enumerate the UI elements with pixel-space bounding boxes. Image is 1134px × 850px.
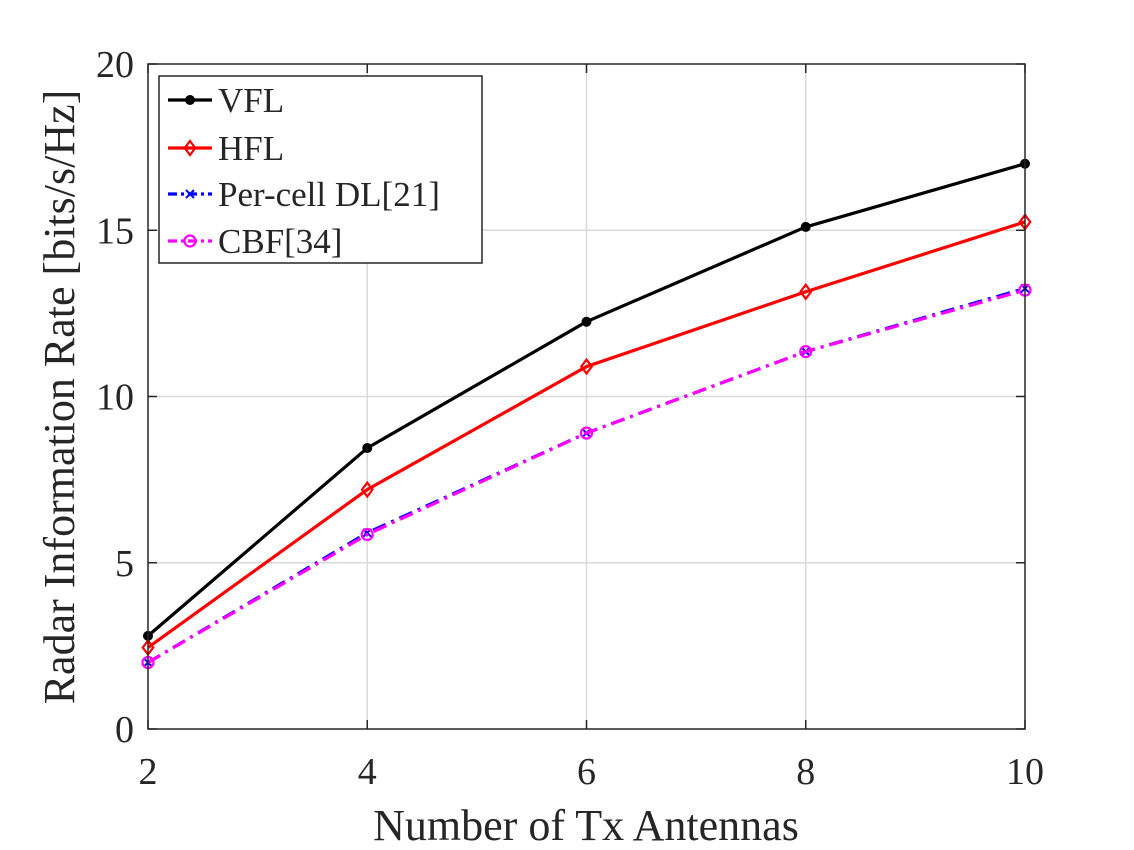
data-point-cbf-34 [579,426,594,440]
legend-entry-cbf-34: CBF[34] [168,222,342,261]
x-tick-label: 6 [577,751,596,793]
legend-entry-hfl: HFL [168,129,284,168]
y-tick-label: 5 [115,543,134,585]
series-vfl [143,158,1030,641]
legend-entry-per-cell-dl-21: Per-cell DL[21] [168,175,440,214]
data-point-vfl [362,443,373,454]
x-axis-label: Number of Tx Antennas [373,801,799,850]
series-line-cbf-34 [147,288,1026,664]
legend-entry-vfl: VFL [168,81,284,120]
legend-label-hfl: HFL [218,129,284,168]
y-tick-label: 15 [96,210,134,252]
data-point-hfl [799,282,813,301]
legend-marker [185,189,195,199]
legend-label-vfl: VFL [218,81,284,120]
y-tick-label: 0 [115,709,134,751]
data-point-vfl [581,316,592,327]
data-point-hfl [360,480,374,499]
axis-ticks: 2 4 6 8 10 0 5 10 15 20 [96,44,1044,793]
data-point-vfl [800,221,811,232]
legend-label-cbf-34: CBF[34] [218,222,342,261]
data-point-hfl [579,357,594,376]
x-tick-label: 8 [796,751,815,793]
data-point-cbf-34 [360,527,374,542]
y-tick-label: 10 [96,377,134,419]
legend-marker [183,139,197,157]
legend-marker [185,95,195,105]
series-line-hfl [147,220,1026,649]
legend: VFL HFL Per-cell DL[21] CBF[34] [158,75,483,264]
series-hfl [141,213,1032,657]
series-lines [141,158,1032,670]
legend-marker [183,234,197,248]
legend-label-per-cell-dl-21: Per-cell DL[21] [218,175,440,214]
y-axis-label: Radar Information Rate [bits/s/Hz] [35,90,84,705]
y-tick-label: 20 [96,44,134,86]
legend-box [158,75,483,264]
data-point-cbf-34 [799,345,813,359]
x-tick-label: 4 [358,751,377,793]
x-tick-label: 2 [139,751,158,793]
x-tick-label: 10 [1006,751,1044,793]
